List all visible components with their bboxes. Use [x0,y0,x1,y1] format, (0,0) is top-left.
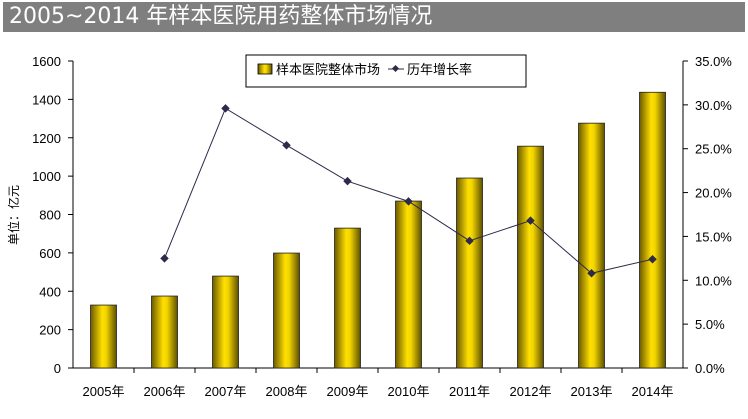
growth-point [404,197,413,206]
x-tick-label: 2012年 [510,384,552,399]
bar [578,122,605,369]
y-tick-label: 800 [39,208,61,223]
chart-title: 2005~2014 年样本医院用药整体市场情况 [3,2,745,32]
x-tick-label: 2009年 [327,384,369,399]
legend: 样本医院整体市场 历年增长率 [245,54,527,88]
bar [334,227,361,369]
x-tick-label: 2014年 [632,384,674,399]
y2-tick-label: 35.0% [695,54,732,69]
growth-point [648,254,657,264]
growth-point [160,254,169,263]
y-tick-label: 400 [39,284,61,299]
y2-tick-label: 0.0% [695,361,725,376]
y-axis-label: 单位：亿元 [6,185,21,245]
y2-tick-label: 30.0% [695,98,732,113]
legend-bar-swatch [257,63,273,75]
bar [212,275,239,369]
bar [639,91,666,369]
bar [517,145,544,369]
y2-tick-label: 20.0% [695,186,732,201]
x-tick-label: 2008年 [266,384,308,399]
y-tick-label: 1600 [32,54,61,69]
x-tick-label: 2005年 [83,384,125,399]
y2-tick-label: 5.0% [695,317,725,332]
legend-line-label: 历年增长率 [407,62,472,78]
x-tick-label: 2013年 [571,384,613,399]
growth-point [221,104,230,113]
bar [273,252,300,369]
x-tick-label: 2010年 [388,384,430,399]
y2-tick-label: 25.0% [695,142,732,157]
y2-tick-label: 10.0% [695,273,732,288]
y-tick-label: 0 [54,361,61,376]
y-tick-label: 600 [39,246,61,261]
bar [151,295,178,369]
bar [90,304,117,369]
x-tick-label: 2006年 [144,384,186,399]
y-tick-label: 1400 [32,92,61,107]
growth-point [343,176,352,186]
y-tick-label: 1000 [32,169,61,184]
growth-point [587,269,596,278]
growth-point [282,140,291,150]
bar [456,177,483,369]
x-tick-label: 2011年 [449,384,490,399]
legend-bar-label: 样本医院整体市场 [276,62,380,78]
y2-tick-label: 15.0% [695,229,732,244]
legend-line-marker [391,64,400,73]
bar [395,200,422,369]
y-tick-label: 200 [39,323,61,338]
y-tick-label: 1200 [32,131,61,146]
growth-point [465,236,474,246]
x-tick-label: 2007年 [205,384,247,399]
